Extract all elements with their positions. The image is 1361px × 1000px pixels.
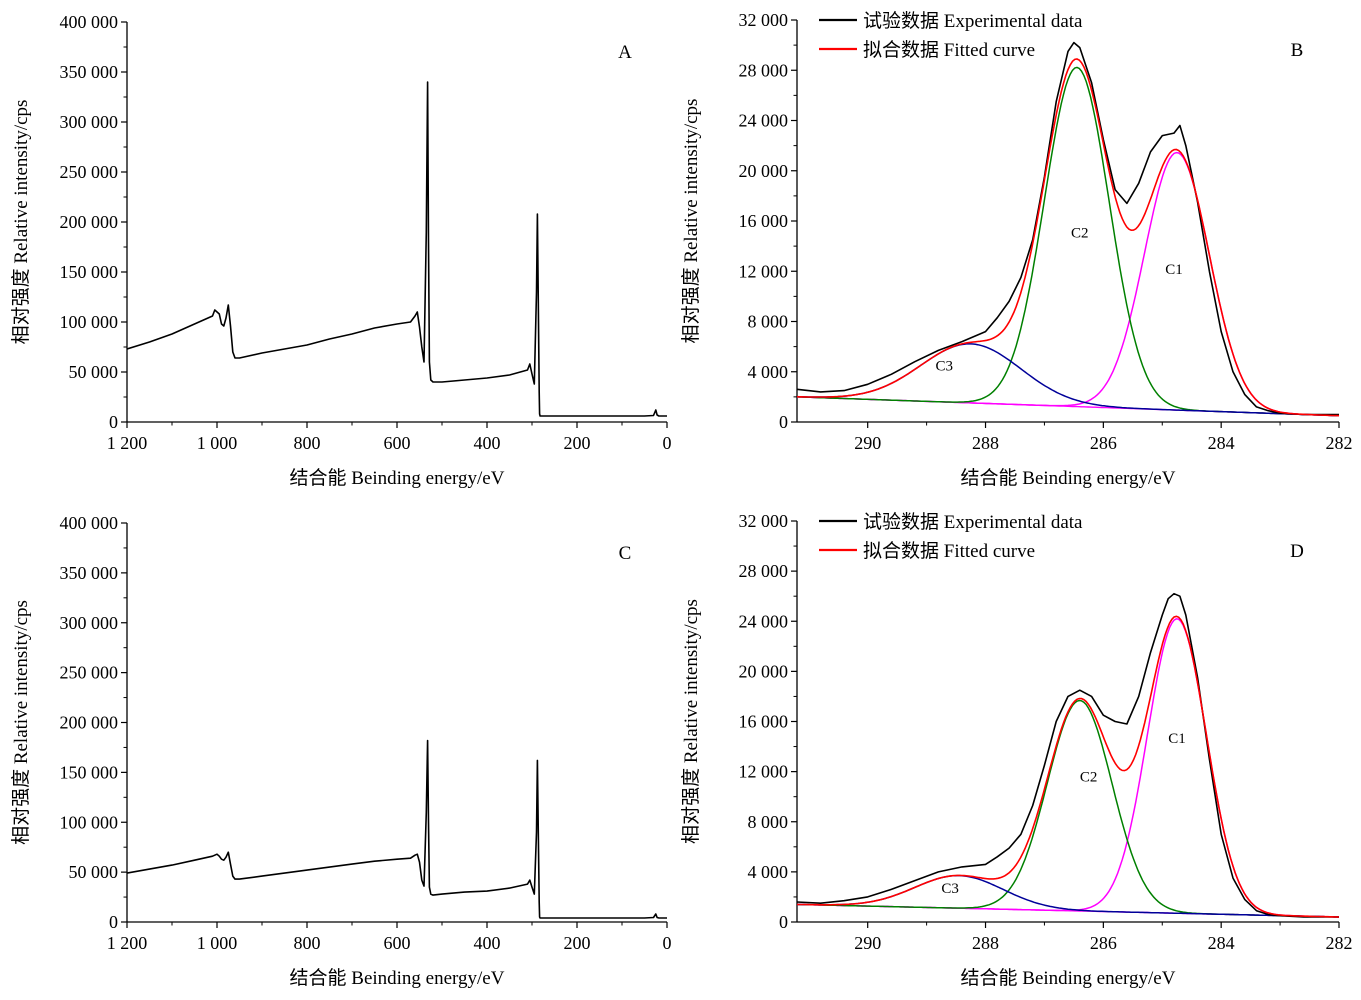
x-tick-label: 0	[663, 433, 672, 453]
legend-label: 拟合数据 Fitted curve	[863, 540, 1035, 562]
x-axis-label: 结合能 Beinding energy/eV	[961, 967, 1176, 989]
experimental-line	[796, 592, 1339, 918]
legend-label: 拟合数据 Fitted curve	[863, 39, 1035, 61]
peak-label: C1	[1165, 262, 1183, 278]
y-tick-label: 0	[109, 912, 118, 932]
y-tick-label: 250 000	[60, 663, 119, 683]
y-tick-label: 200 000	[60, 713, 119, 733]
y-tick-label: 350 000	[60, 62, 119, 82]
y-tick-label: 24 000	[739, 611, 789, 631]
y-tick-label: 150 000	[60, 262, 119, 282]
y-tick-label: 28 000	[739, 60, 789, 80]
y-axis-label: 相对强度 Relative intensity/cps	[10, 600, 32, 845]
y-axis-label: 相对强度 Relative intensity/cps	[10, 100, 32, 345]
x-tick-label: 288	[972, 933, 999, 953]
x-tick-label: 284	[1208, 433, 1235, 453]
x-tick-label: 800	[294, 433, 321, 453]
panel-letter: C	[619, 543, 632, 564]
peak-label: C2	[1080, 770, 1098, 786]
x-tick-label: 282	[1326, 433, 1353, 453]
x-tick-label: 286	[1090, 933, 1117, 953]
y-tick-label: 24 000	[739, 111, 789, 131]
x-axis-label: 结合能 Beinding energy/eV	[961, 467, 1176, 489]
x-tick-label: 800	[294, 933, 321, 953]
y-tick-label: 200 000	[60, 212, 119, 232]
y-tick-label: 50 000	[69, 862, 119, 882]
x-tick-label: 1 200	[107, 933, 148, 953]
x-tick-label: 1 000	[197, 933, 238, 953]
y-tick-label: 250 000	[60, 162, 119, 182]
x-tick-label: 288	[972, 433, 999, 453]
x-tick-label: 0	[663, 933, 672, 953]
x-tick-label: 290	[854, 433, 881, 453]
x-tick-label: 400	[474, 433, 501, 453]
legend-label: 试验数据 Experimental data	[863, 10, 1083, 32]
y-tick-label: 400 000	[60, 513, 119, 533]
experimental-line	[796, 41, 1339, 416]
x-tick-label: 290	[854, 933, 881, 953]
y-tick-label: 50 000	[69, 362, 119, 382]
x-axis-label: 结合能 Beinding energy/eV	[290, 467, 505, 489]
x-tick-label: 200	[564, 933, 591, 953]
y-tick-label: 300 000	[60, 613, 119, 633]
y-tick-label: 4 000	[748, 362, 789, 382]
y-tick-label: 16 000	[739, 712, 789, 732]
panel-d: 0 4 000 8 000 12 000 16 000 20 000 24 000 28 00…	[680, 511, 1353, 989]
y-axis-label: 相对强度 Relative intensity/cps	[680, 599, 702, 844]
legend: 试验数据 Experimental data 拟合数据 Fitted curve	[819, 511, 1083, 562]
y-tick-label: 20 000	[739, 661, 789, 681]
x-tick-label: 1 000	[197, 433, 238, 453]
fitted-curve-line	[796, 615, 1340, 918]
y-tick-label: 350 000	[60, 563, 119, 583]
component-c2-line	[797, 699, 1340, 918]
y-tick-label: 0	[779, 912, 788, 932]
y-tick-label: 8 000	[748, 812, 789, 832]
y-tick-label: 100 000	[60, 812, 119, 832]
component-c1-line	[796, 151, 1340, 417]
panel-letter: A	[618, 42, 632, 63]
x-axis-label: 结合能 Beinding energy/eV	[290, 967, 505, 989]
x-tick-label: 600	[384, 933, 411, 953]
x-tick-label: 400	[474, 933, 501, 953]
y-axis-label: 相对强度 Relative intensity/cps	[680, 99, 702, 344]
peak-label: C1	[1168, 731, 1186, 747]
panel-b: 0 4 000 8 000 12 000 16 000 20 000 24 000 28 00…	[680, 10, 1353, 489]
y-tick-label: 12 000	[739, 762, 789, 782]
y-tick-label: 28 000	[739, 561, 789, 581]
y-tick-label: 32 000	[739, 10, 789, 30]
y-tick-label: 12 000	[739, 261, 789, 281]
panel-c: 0 50 000 100 000 150 000 200 000 250 000 300 0…	[10, 513, 672, 989]
component-c1-line	[797, 618, 1340, 918]
y-tick-label: 0	[109, 412, 118, 432]
y-tick-label: 0	[779, 412, 788, 432]
y-tick-label: 100 000	[60, 312, 119, 332]
y-tick-label: 400 000	[60, 12, 119, 32]
panel-letter: D	[1290, 541, 1304, 562]
legend: 试验数据 Experimental data 拟合数据 Fitted curve	[819, 10, 1083, 61]
panel-a: 0 50 000 100 000 150 000 200 000 250 000 300 0…	[10, 12, 672, 489]
peak-label: C2	[1071, 225, 1089, 241]
x-tick-label: 600	[384, 433, 411, 453]
peak-label: C3	[941, 881, 959, 897]
x-tick-label: 286	[1090, 433, 1117, 453]
survey-spectrum-line	[126, 81, 667, 417]
y-tick-label: 4 000	[748, 862, 789, 882]
panel-letter: B	[1291, 40, 1304, 61]
peak-label: C3	[936, 358, 954, 374]
survey-spectrum-line	[126, 739, 667, 919]
y-tick-label: 16 000	[739, 211, 789, 231]
legend-label: 试验数据 Experimental data	[863, 511, 1083, 533]
y-tick-label: 32 000	[739, 511, 789, 531]
y-tick-label: 8 000	[748, 312, 789, 332]
y-tick-label: 20 000	[739, 161, 789, 181]
y-tick-label: 150 000	[60, 762, 119, 782]
x-tick-label: 282	[1326, 933, 1353, 953]
y-tick-label: 300 000	[60, 112, 119, 132]
fitted-curve-line	[796, 58, 1340, 417]
x-tick-label: 200	[564, 433, 591, 453]
x-tick-label: 1 200	[107, 433, 148, 453]
component-c2-line	[796, 66, 1340, 417]
x-tick-label: 284	[1208, 933, 1235, 953]
